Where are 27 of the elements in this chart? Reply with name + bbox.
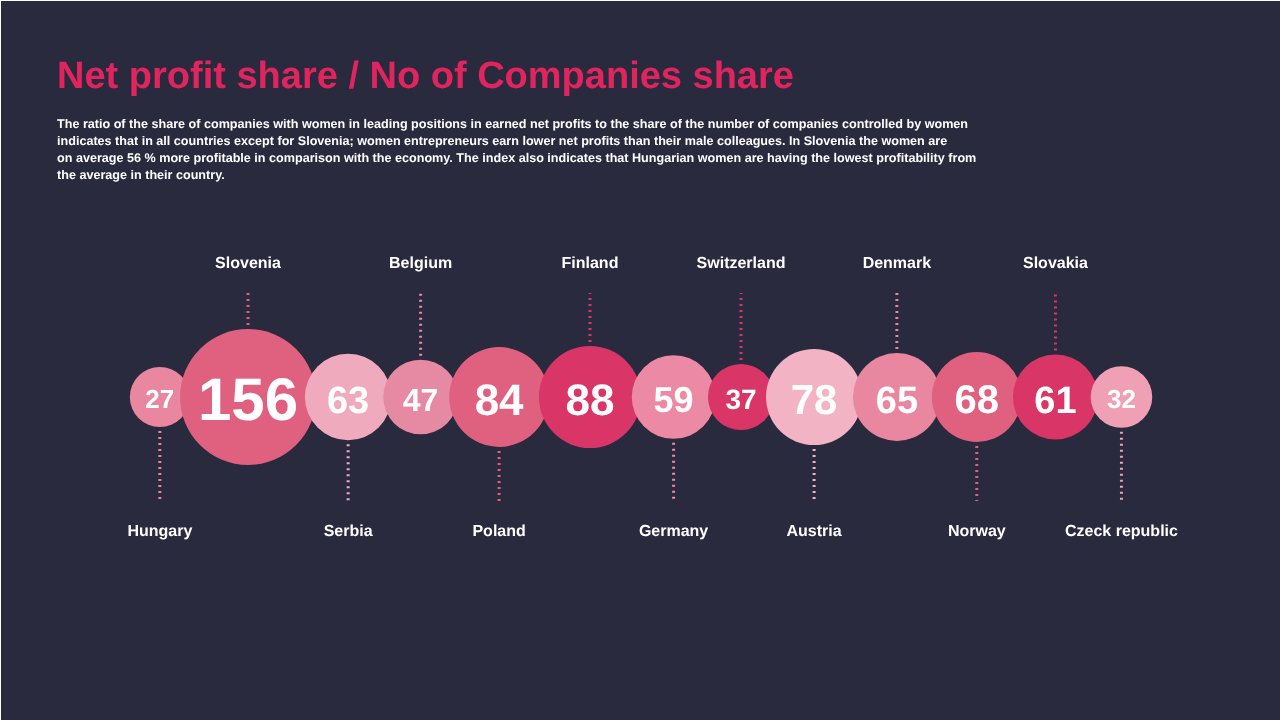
data-label: 47 (402, 385, 439, 419)
category-label: Finland (561, 254, 619, 272)
category-label: Austria (786, 522, 843, 540)
category-label: Belgium (389, 254, 453, 272)
category-label: Serbia (323, 522, 374, 540)
data-label: 32 (1106, 384, 1136, 414)
text: Net profit share / No of Companies share (57, 56, 794, 98)
data-label: 27 (145, 384, 175, 414)
data-label: 59 (653, 380, 694, 420)
category-label: Hungary (127, 522, 194, 540)
category-label: Czeck republic (1064, 522, 1180, 540)
category-label: Poland (472, 522, 526, 540)
data-label: 84 (474, 375, 526, 425)
category-label: Slovenia (215, 254, 283, 272)
data-label: 78 (790, 378, 839, 424)
category-label: Switzerland (696, 254, 786, 272)
data-label: 156 (197, 368, 299, 434)
data-label: 61 (1034, 381, 1078, 423)
category-label: Denmark (862, 254, 933, 272)
data-label: 63 (326, 381, 370, 423)
data-label: 88 (565, 375, 615, 425)
category-label: Norway (947, 522, 1007, 540)
category-label: Slovakia (1023, 254, 1090, 272)
data-label: 37 (725, 383, 758, 415)
data-label: 65 (875, 381, 919, 423)
category-label: Germany (638, 522, 710, 540)
data-label: 68 (954, 379, 1000, 423)
